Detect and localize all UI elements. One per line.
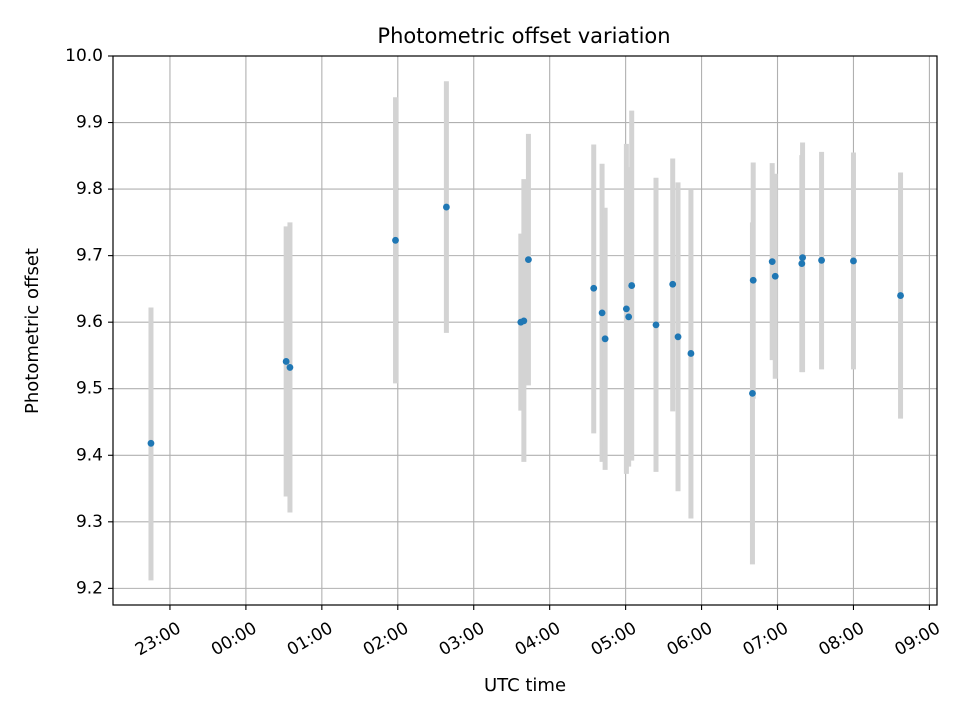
data-point: [674, 333, 682, 341]
y-axis-ticks: 9.2 9.3 9.4 9.5 9.6 9.7 9.8 9.9 10.0: [65, 46, 113, 598]
data-point: [652, 321, 660, 329]
y-tick-label: 9.6: [76, 312, 103, 332]
x-axis-label: UTC time: [484, 675, 566, 696]
y-tick-label: 9.3: [76, 512, 103, 532]
y-tick-label: 9.7: [76, 246, 103, 266]
data-point: [601, 335, 609, 343]
data-point: [442, 203, 450, 211]
data-point: [392, 236, 399, 244]
data-point: [622, 305, 630, 313]
data-point: [628, 282, 636, 289]
chart-title: Photometric offset variation: [377, 24, 670, 48]
data-point: [818, 256, 825, 264]
data-point: [768, 258, 776, 266]
data-point: [687, 350, 695, 357]
data-point: [799, 254, 806, 262]
data-point: [897, 292, 904, 299]
data-point: [669, 280, 677, 288]
data-point: [590, 284, 598, 292]
plot-area-frame: [112, 55, 938, 606]
data-point: [625, 313, 633, 321]
y-tick-label: 9.8: [76, 179, 103, 199]
y-axis-label: Photometric offset: [22, 248, 43, 414]
y-tick-label: 9.2: [76, 578, 103, 598]
y-tick-label: 10.0: [65, 46, 103, 66]
data-point: [286, 364, 294, 371]
y-tick-label: 9.9: [76, 113, 103, 133]
data-point: [282, 358, 290, 365]
data-point: [147, 439, 155, 447]
data-point: [598, 309, 606, 317]
data-point: [749, 276, 757, 284]
data-point: [520, 317, 528, 325]
data-point: [525, 256, 532, 264]
data-point: [850, 257, 857, 265]
data-point: [771, 272, 779, 280]
y-tick-label: 9.5: [76, 379, 103, 399]
y-tick-label: 9.4: [76, 445, 103, 465]
data-point: [798, 260, 806, 268]
data-point: [749, 389, 756, 397]
data-points: [147, 203, 904, 447]
